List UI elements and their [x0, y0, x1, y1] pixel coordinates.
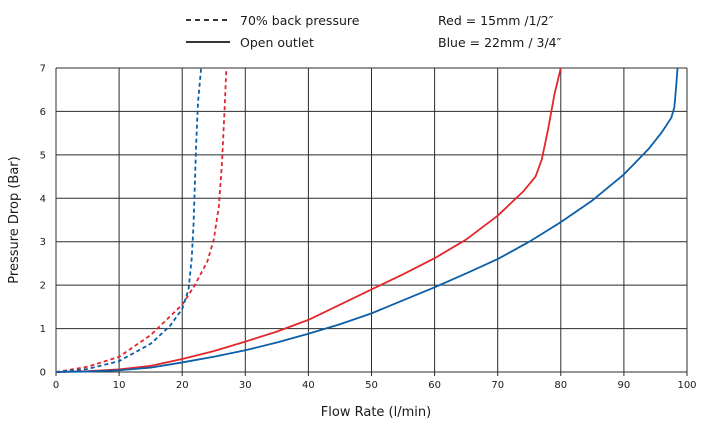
x-tick-label-0: 0: [53, 380, 59, 391]
x-tick-label-8: 80: [554, 380, 567, 391]
series-line-2: [55, 67, 228, 373]
legend-color-key-red: Red = 15mm /1/2″: [438, 13, 554, 28]
y-tick-label-4: 4: [40, 194, 46, 205]
x-tick-label-4: 40: [302, 380, 315, 391]
y-tick-label-7: 7: [40, 64, 46, 75]
series-group: [55, 67, 679, 373]
x-tick-label-3: 30: [239, 380, 252, 391]
y-tick-label-2: 2: [40, 281, 46, 292]
x-tick-label-9: 90: [618, 380, 631, 391]
x-tick-label-10: 100: [677, 380, 696, 391]
legend: 70% back pressure Open outlet Red = 15mm…: [186, 13, 562, 50]
x-tick-label-1: 10: [113, 380, 126, 391]
legend-label-dashed: 70% back pressure: [240, 13, 360, 28]
x-tick-label-5: 50: [365, 380, 378, 391]
legend-color-key-blue: Blue = 22mm / 3/4″: [438, 35, 562, 50]
series-line-1: [55, 67, 679, 373]
series-line-3: [55, 67, 203, 373]
y-tick-label-5: 5: [40, 150, 46, 161]
y-tick-labels: 0 1 2 3 4 5 6 7: [40, 64, 46, 379]
x-tick-label-7: 70: [491, 380, 504, 391]
y-tick-label-1: 1: [40, 324, 46, 335]
grid: [55, 67, 688, 376]
series-line-0: [55, 67, 562, 373]
legend-label-solid: Open outlet: [240, 35, 314, 50]
x-tick-labels: 0 10 20 30 40 50 60 70 80 90 100: [53, 380, 697, 391]
x-tick-label-6: 60: [428, 380, 441, 391]
y-tick-label-3: 3: [40, 237, 46, 248]
y-tick-label-6: 6: [40, 107, 46, 118]
y-axis-title: Pressure Drop (Bar): [7, 156, 22, 283]
y-tick-label-0: 0: [40, 368, 46, 379]
x-axis-title: Flow Rate (l/min): [321, 405, 431, 420]
x-tick-label-2: 20: [176, 380, 189, 391]
